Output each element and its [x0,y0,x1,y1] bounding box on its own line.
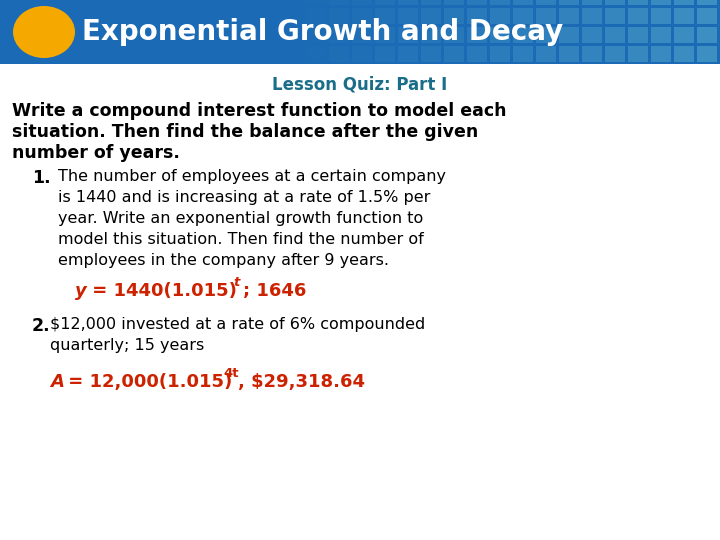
FancyBboxPatch shape [444,8,464,24]
FancyBboxPatch shape [536,46,556,62]
Text: A: A [50,373,64,391]
FancyBboxPatch shape [559,0,579,5]
FancyBboxPatch shape [628,8,648,24]
Text: ; 1646: ; 1646 [243,282,307,300]
Text: Exponential Growth and Decay: Exponential Growth and Decay [82,18,563,46]
Text: 4t: 4t [223,367,238,380]
FancyBboxPatch shape [559,46,579,62]
FancyBboxPatch shape [628,0,648,5]
Text: = 1440(1.015): = 1440(1.015) [86,282,237,300]
FancyBboxPatch shape [467,27,487,43]
FancyBboxPatch shape [628,46,648,62]
FancyBboxPatch shape [582,0,602,5]
FancyBboxPatch shape [398,0,418,5]
FancyBboxPatch shape [605,27,625,43]
FancyBboxPatch shape [329,8,349,24]
FancyBboxPatch shape [674,27,694,43]
FancyBboxPatch shape [582,8,602,24]
Text: 1.: 1. [32,169,50,187]
FancyBboxPatch shape [444,46,464,62]
FancyBboxPatch shape [352,27,372,43]
FancyBboxPatch shape [375,0,395,5]
FancyBboxPatch shape [352,46,372,62]
FancyBboxPatch shape [536,8,556,24]
FancyBboxPatch shape [651,27,671,43]
FancyBboxPatch shape [674,46,694,62]
FancyBboxPatch shape [651,0,671,5]
FancyBboxPatch shape [421,27,441,43]
Text: 2.: 2. [32,317,50,335]
FancyBboxPatch shape [559,27,579,43]
Text: Write a compound interest function to model each: Write a compound interest function to mo… [12,102,506,120]
FancyBboxPatch shape [697,46,717,62]
FancyBboxPatch shape [329,0,349,5]
FancyBboxPatch shape [582,27,602,43]
Text: model this situation. Then find the number of: model this situation. Then find the numb… [58,232,424,247]
FancyBboxPatch shape [375,27,395,43]
FancyBboxPatch shape [421,46,441,62]
FancyBboxPatch shape [536,27,556,43]
FancyBboxPatch shape [375,8,395,24]
FancyBboxPatch shape [559,8,579,24]
FancyBboxPatch shape [352,0,372,5]
FancyBboxPatch shape [329,27,349,43]
FancyBboxPatch shape [697,27,717,43]
FancyBboxPatch shape [674,8,694,24]
Text: The number of employees at a certain company: The number of employees at a certain com… [58,169,446,184]
FancyBboxPatch shape [444,27,464,43]
Text: employees in the company after 9 years.: employees in the company after 9 years. [58,253,389,268]
FancyBboxPatch shape [513,27,533,43]
Text: , $29,318.64: , $29,318.64 [238,373,365,391]
FancyBboxPatch shape [0,0,720,64]
Text: t: t [233,276,239,289]
Text: y: y [75,282,86,300]
FancyBboxPatch shape [490,27,510,43]
FancyBboxPatch shape [352,8,372,24]
Ellipse shape [13,6,75,58]
FancyBboxPatch shape [467,46,487,62]
Text: $12,000 invested at a rate of 6% compounded: $12,000 invested at a rate of 6% compoun… [50,317,426,332]
FancyBboxPatch shape [398,27,418,43]
FancyBboxPatch shape [490,0,510,5]
FancyBboxPatch shape [398,46,418,62]
FancyBboxPatch shape [467,0,487,5]
Text: = 12,000(1.015): = 12,000(1.015) [62,373,233,391]
FancyBboxPatch shape [536,0,556,5]
FancyBboxPatch shape [651,46,671,62]
FancyBboxPatch shape [651,8,671,24]
FancyBboxPatch shape [605,0,625,5]
FancyBboxPatch shape [421,0,441,5]
Text: is 1440 and is increasing at a rate of 1.5% per: is 1440 and is increasing at a rate of 1… [58,190,431,205]
Text: number of years.: number of years. [12,144,180,162]
FancyBboxPatch shape [444,0,464,5]
FancyBboxPatch shape [467,8,487,24]
FancyBboxPatch shape [582,46,602,62]
FancyBboxPatch shape [490,46,510,62]
FancyBboxPatch shape [674,0,694,5]
FancyBboxPatch shape [398,8,418,24]
FancyBboxPatch shape [329,46,349,62]
FancyBboxPatch shape [513,8,533,24]
FancyBboxPatch shape [697,8,717,24]
FancyBboxPatch shape [513,46,533,62]
FancyBboxPatch shape [605,46,625,62]
FancyBboxPatch shape [628,27,648,43]
FancyBboxPatch shape [421,8,441,24]
Text: Lesson Quiz: Part I: Lesson Quiz: Part I [272,76,448,94]
FancyBboxPatch shape [375,46,395,62]
Text: year. Write an exponential growth function to: year. Write an exponential growth functi… [58,211,423,226]
FancyBboxPatch shape [697,0,717,5]
FancyBboxPatch shape [513,0,533,5]
FancyBboxPatch shape [605,8,625,24]
Text: situation. Then find the balance after the given: situation. Then find the balance after t… [12,123,478,141]
Text: quarterly; 15 years: quarterly; 15 years [50,338,204,353]
FancyBboxPatch shape [490,8,510,24]
